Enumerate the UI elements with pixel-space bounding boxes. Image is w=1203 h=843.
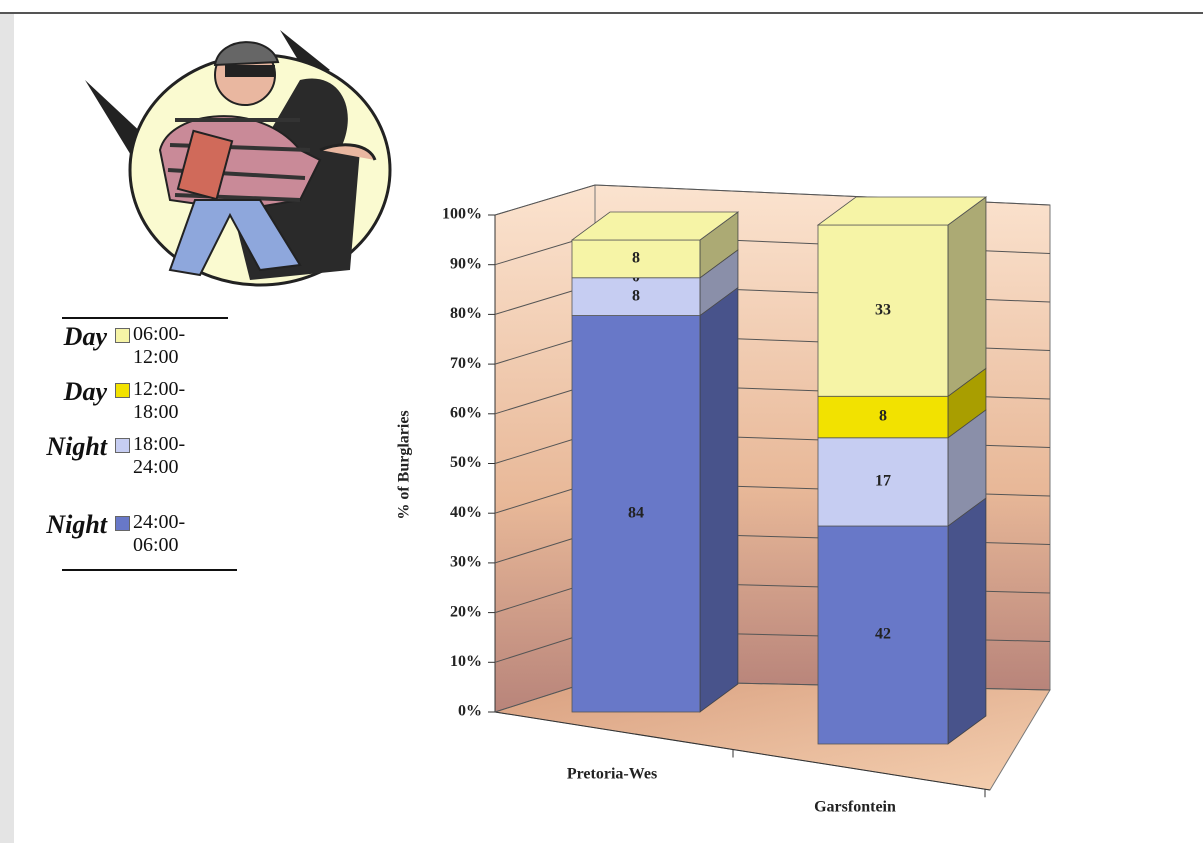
bar-side-shade	[948, 498, 986, 744]
bar-front	[817, 437, 949, 527]
bar-segment	[817, 497, 987, 745]
bar-side-shade	[700, 212, 738, 278]
legend-period: Night	[46, 432, 107, 461]
bar-segment	[817, 196, 987, 398]
bar-side-shade	[948, 409, 986, 527]
data-label: 84	[628, 504, 644, 521]
page-edge	[0, 14, 14, 843]
legend-swatch	[115, 516, 130, 531]
bar-front	[571, 239, 701, 279]
bar-side-shade	[700, 287, 738, 712]
y-tick-label: 30%	[450, 554, 482, 571]
legend-period: Day	[63, 377, 107, 406]
bar-front	[817, 525, 949, 745]
data-label: 33	[875, 301, 891, 318]
legend-swatch	[115, 438, 130, 453]
y-tick-label: 100%	[442, 206, 482, 223]
y-tick-label: 80%	[450, 305, 482, 322]
y-tick-label: 40%	[450, 504, 482, 521]
bar-segment	[817, 367, 987, 439]
legend-label: 12:00-18:00	[133, 378, 186, 423]
data-label: 8	[632, 287, 640, 304]
y-tick-label: 70%	[450, 355, 482, 372]
x-tick-label: Garsfontein	[814, 799, 896, 816]
legend-swatch	[115, 383, 130, 398]
legend-swatch	[115, 328, 130, 343]
bar-segment	[817, 408, 987, 527]
data-label: 8	[632, 250, 640, 267]
legend-label: 18:00-24:00	[133, 433, 186, 478]
bar-segment	[571, 286, 739, 713]
burglar-clipart	[85, 30, 392, 287]
bar-front	[571, 277, 701, 316]
bar-top	[570, 211, 740, 241]
legend-period: Night	[46, 510, 107, 539]
y-tick-label: 90%	[450, 255, 482, 272]
y-tick-label: 10%	[450, 653, 482, 670]
bar-side-shade	[700, 249, 738, 316]
y-tick-label: 0%	[458, 703, 482, 720]
x-tick-label: Pretoria-Wes	[567, 766, 657, 783]
y-tick-label: 60%	[450, 404, 482, 421]
legend-label: 06:00-12:00	[133, 323, 186, 368]
bar-segment	[571, 211, 739, 279]
top-margin	[0, 0, 1203, 13]
data-label: 17	[875, 473, 891, 490]
bar-segment	[571, 248, 739, 317]
legend-label: 24:00-06:00	[133, 511, 186, 556]
x-axis	[494, 711, 991, 791]
bar-side-shade	[948, 197, 986, 397]
legend-period: Day	[63, 322, 107, 351]
y-tick-label: 50%	[450, 454, 482, 471]
y-axis-title: % of Burglaries	[396, 410, 413, 519]
data-label: 42	[875, 626, 891, 643]
bar-top	[816, 196, 988, 226]
data-label: 8	[879, 408, 887, 425]
y-tick-label: 20%	[450, 603, 482, 620]
bar-front	[571, 315, 701, 713]
bar-side-shade	[948, 368, 986, 438]
